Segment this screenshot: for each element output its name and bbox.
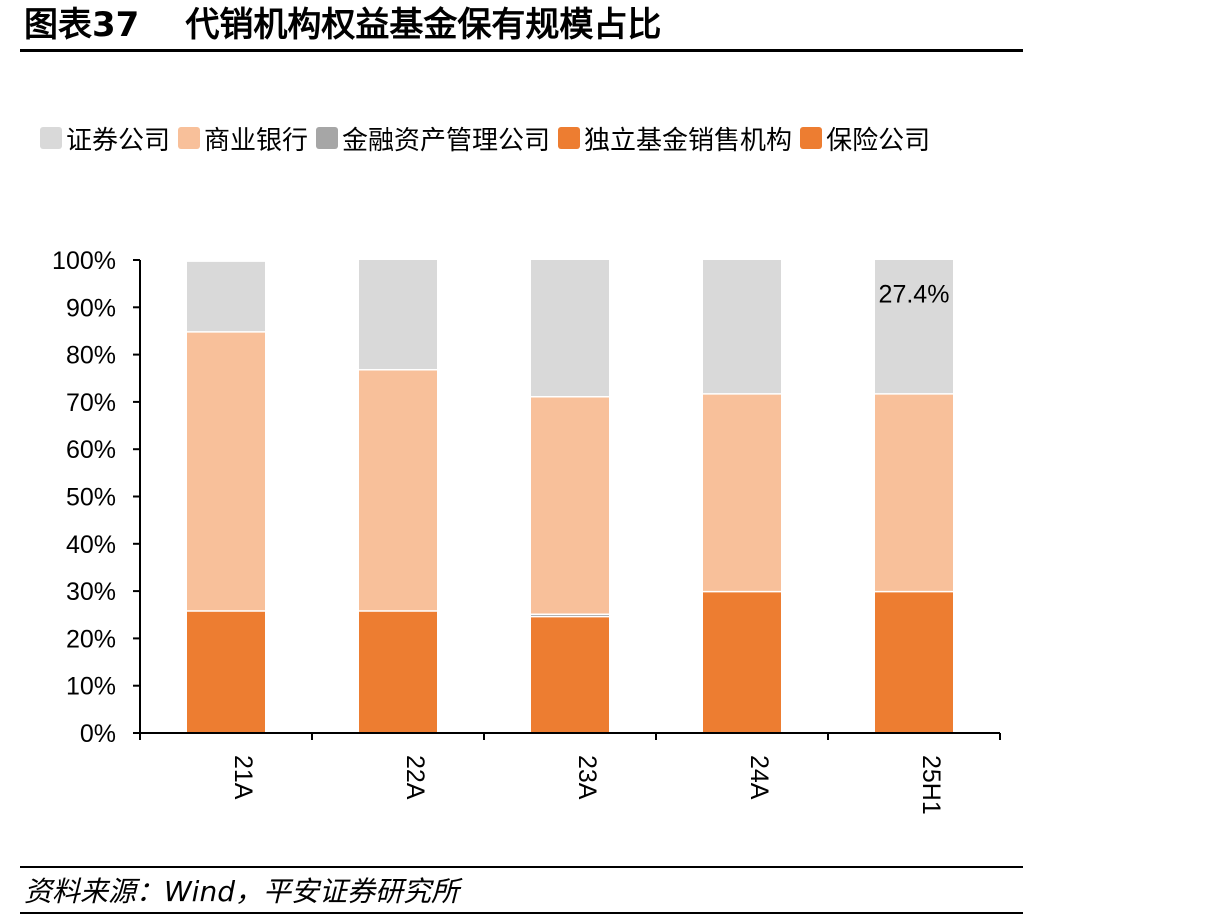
legend-item: 商业银行 (178, 120, 308, 157)
y-tick-label: 90% (66, 294, 116, 322)
legend-label: 商业银行 (204, 125, 309, 156)
legend-swatch (558, 127, 581, 149)
y-tick-label: 50% (66, 484, 116, 512)
bar-segment (531, 396, 609, 615)
figure-title: 图表37 代销机构权益基金保有规模占比 (24, 4, 661, 46)
legend-label: 证券公司 (66, 125, 171, 156)
legend-item: 独立基金销售机构 (558, 120, 792, 157)
legend-swatch (178, 127, 201, 149)
legend-item: 证券公司 (40, 120, 170, 157)
bar-segment (703, 591, 781, 733)
y-tick-label: 70% (66, 389, 116, 417)
bar-segment (531, 616, 609, 733)
chart-title: 代销机构权益基金保有规模占比 (185, 5, 662, 45)
bar-segment (359, 610, 437, 733)
source-divider (20, 866, 1023, 868)
legend-swatch (800, 127, 823, 149)
y-tick-label: 0% (80, 720, 116, 748)
figure-header: 图表37 代销机构权益基金保有规模占比 (20, 0, 1023, 52)
figure-number: 图表37 (24, 5, 140, 45)
bar-segment (531, 614, 609, 617)
y-tick-label: 100% (52, 247, 116, 275)
bar-segment (531, 260, 609, 397)
x-tick-label: 22A (401, 755, 429, 800)
source-note: 资料来源：Wind，平安证券研究所 (24, 875, 459, 908)
bar-segment (187, 331, 265, 611)
y-tick-label: 10% (66, 673, 116, 701)
bar-segment (359, 369, 437, 611)
bar-segment (359, 260, 437, 370)
bottom-divider (20, 912, 1023, 914)
bar-segment (703, 260, 781, 394)
x-tick-label: 23A (573, 755, 601, 800)
bar-segment (875, 393, 953, 592)
bar-segment (875, 260, 953, 394)
x-tick-label: 21A (229, 755, 257, 800)
x-tick-label: 24A (745, 755, 773, 800)
legend-label: 保险公司 (826, 125, 931, 156)
y-tick-label: 60% (66, 436, 116, 464)
x-tick-label: 25H1 (917, 755, 945, 815)
data-label: 27.4% (879, 280, 950, 308)
legend-item: 金融资产管理公司 (316, 120, 550, 157)
legend-label: 金融资产管理公司 (342, 125, 551, 156)
y-tick-label: 80% (66, 342, 116, 370)
bar-segment (875, 591, 953, 733)
bar-segment (187, 261, 265, 332)
legend-swatch (316, 127, 339, 149)
legend-item: 保险公司 (800, 120, 930, 157)
y-tick-label: 30% (66, 578, 116, 606)
stacked-bar-chart: 0% 10% 20% 30% 40% 50% 60% 70% 80% 90% 100% 21A 22A 2… (52, 247, 1001, 815)
bar-segment (703, 393, 781, 592)
bar-segment (187, 610, 265, 733)
y-tick-label: 40% (66, 531, 116, 559)
y-tick-label: 20% (66, 625, 116, 653)
legend-swatch (40, 127, 62, 149)
legend-label: 独立基金销售机构 (584, 125, 793, 156)
chart-legend: 证券公司 商业银行 金融资产管理公司 独立基金销售机构 保险公司 (40, 118, 938, 158)
